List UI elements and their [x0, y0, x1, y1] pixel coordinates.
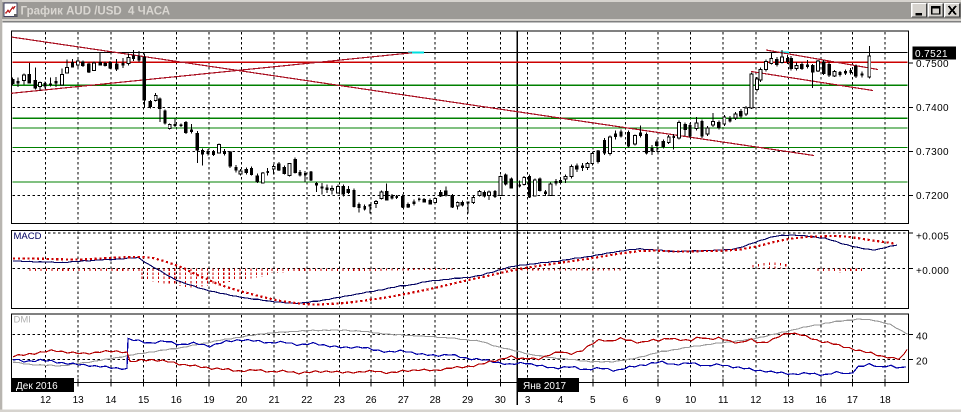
svg-text:MACD: MACD	[14, 231, 42, 242]
svg-text:27: 27	[398, 395, 410, 406]
svg-text:12: 12	[40, 395, 52, 406]
svg-text:30: 30	[495, 395, 507, 406]
svg-text:18: 18	[880, 395, 892, 406]
svg-text:26: 26	[365, 395, 377, 406]
svg-text:20: 20	[236, 395, 248, 406]
svg-text:+0.005: +0.005	[916, 232, 949, 243]
svg-text:6: 6	[623, 395, 629, 406]
svg-text:Янв 2017: Янв 2017	[523, 381, 567, 392]
svg-text:0.7500: 0.7500	[916, 59, 949, 70]
svg-text:16: 16	[171, 395, 183, 406]
svg-text:График AUD /USD 4 ЧАСА: График AUD /USD 4 ЧАСА	[21, 6, 171, 18]
svg-text:40: 40	[916, 332, 928, 343]
svg-text:11: 11	[718, 395, 729, 406]
svg-text:0.7400: 0.7400	[916, 103, 949, 114]
svg-text:19: 19	[203, 395, 215, 406]
svg-text:9: 9	[655, 395, 661, 406]
svg-text:13: 13	[783, 395, 795, 406]
svg-text:10: 10	[685, 395, 697, 406]
svg-text:13: 13	[73, 395, 85, 406]
svg-text:28: 28	[430, 395, 442, 406]
svg-text:12: 12	[750, 395, 762, 406]
svg-text:+0.000: +0.000	[916, 266, 949, 277]
svg-text:3: 3	[525, 395, 531, 406]
svg-text:14: 14	[105, 395, 117, 406]
svg-text:0.7521: 0.7521	[915, 49, 948, 60]
svg-text:0.7200: 0.7200	[916, 191, 949, 202]
svg-text:0.7300: 0.7300	[916, 147, 949, 158]
svg-text:4: 4	[558, 395, 564, 406]
svg-text:22: 22	[301, 395, 313, 406]
svg-text:15: 15	[138, 395, 150, 406]
svg-text:Дек 2016: Дек 2016	[16, 381, 58, 392]
svg-text:5: 5	[590, 395, 596, 406]
svg-text:20: 20	[916, 357, 928, 368]
svg-text:21: 21	[269, 395, 281, 406]
svg-text:17: 17	[847, 395, 859, 406]
svg-text:23: 23	[334, 395, 346, 406]
svg-text:29: 29	[462, 395, 474, 406]
svg-text:16: 16	[815, 395, 827, 406]
svg-text:DMI: DMI	[14, 315, 31, 326]
